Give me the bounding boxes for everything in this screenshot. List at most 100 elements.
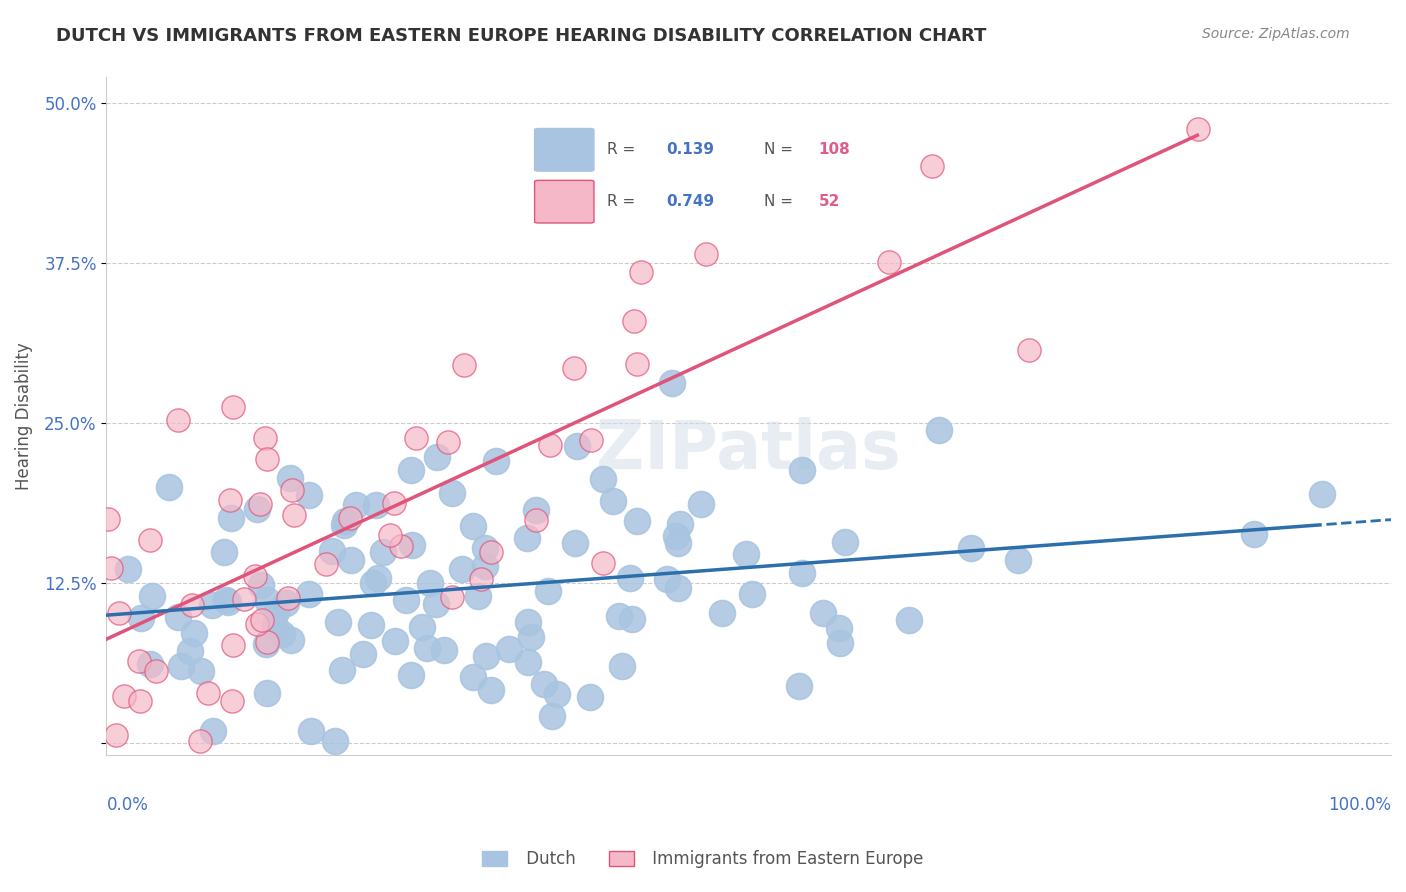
Point xyxy=(792,463,814,477)
Point xyxy=(281,483,304,498)
Point xyxy=(298,587,321,601)
Point xyxy=(395,593,418,607)
Point xyxy=(741,586,763,600)
Y-axis label: Hearing Disability: Hearing Disability xyxy=(15,343,32,491)
Point xyxy=(564,360,586,375)
Point xyxy=(623,314,645,328)
Point xyxy=(592,556,614,570)
Point xyxy=(299,723,322,738)
Point xyxy=(405,431,427,445)
Point xyxy=(689,497,711,511)
Point xyxy=(581,433,603,447)
Point xyxy=(108,606,131,620)
Point xyxy=(128,654,150,668)
Text: DUTCH VS IMMIGRANTS FROM EASTERN EUROPE HEARING DISABILITY CORRELATION CHART: DUTCH VS IMMIGRANTS FROM EASTERN EUROPE … xyxy=(56,27,987,45)
Point xyxy=(283,508,305,523)
Point xyxy=(166,413,188,427)
Point xyxy=(250,614,273,628)
Point xyxy=(898,613,921,627)
Point xyxy=(516,531,538,545)
Point xyxy=(834,535,856,549)
Point xyxy=(323,734,346,748)
Point xyxy=(344,498,367,512)
Point xyxy=(378,528,401,542)
Point xyxy=(339,511,361,525)
Point xyxy=(256,635,278,649)
Point xyxy=(433,642,456,657)
Point xyxy=(246,501,269,516)
Point xyxy=(249,577,271,591)
Point xyxy=(333,515,356,529)
Point xyxy=(97,512,120,526)
Point xyxy=(181,598,204,612)
Point xyxy=(364,498,387,512)
Point xyxy=(1007,552,1029,566)
Point xyxy=(921,159,943,173)
Point xyxy=(592,472,614,486)
Point xyxy=(264,605,287,619)
Point xyxy=(479,682,502,697)
Point xyxy=(666,536,689,550)
Point xyxy=(928,423,950,437)
Text: Source: ZipAtlas.com: Source: ZipAtlas.com xyxy=(1202,27,1350,41)
Point xyxy=(219,511,242,525)
Point xyxy=(450,562,472,576)
Point xyxy=(179,644,201,658)
Point xyxy=(602,494,624,508)
Point xyxy=(382,496,405,510)
Point xyxy=(481,545,503,559)
Point xyxy=(384,633,406,648)
Point xyxy=(360,618,382,632)
Point xyxy=(232,591,254,606)
Point xyxy=(578,690,600,704)
Point xyxy=(441,485,464,500)
Point xyxy=(792,566,814,580)
Point xyxy=(711,606,734,620)
Point xyxy=(141,589,163,603)
Point xyxy=(138,533,160,548)
Point xyxy=(474,541,496,555)
Point xyxy=(401,538,423,552)
Point xyxy=(474,648,496,663)
Point xyxy=(828,621,851,635)
Point xyxy=(813,607,835,621)
Point xyxy=(183,626,205,640)
Point xyxy=(201,598,224,612)
Point xyxy=(389,540,412,554)
Point xyxy=(1187,121,1209,136)
Point xyxy=(157,480,180,494)
Point xyxy=(129,611,152,625)
Point xyxy=(666,581,689,595)
Point xyxy=(516,615,538,629)
Point xyxy=(415,640,437,655)
Point xyxy=(278,471,301,485)
Point xyxy=(411,620,433,634)
Point xyxy=(212,545,235,559)
Point xyxy=(661,376,683,391)
Point xyxy=(524,513,547,527)
Point xyxy=(222,400,245,414)
Point xyxy=(254,637,277,651)
Point xyxy=(167,610,190,624)
Point xyxy=(498,641,520,656)
Point xyxy=(564,536,586,550)
Point xyxy=(695,247,717,261)
Point xyxy=(668,517,690,532)
Point xyxy=(221,694,243,708)
Point xyxy=(243,569,266,583)
Point xyxy=(249,497,271,511)
Point xyxy=(328,615,350,630)
Point xyxy=(256,686,278,700)
Point xyxy=(567,439,589,453)
Point xyxy=(516,655,538,669)
Point xyxy=(352,647,374,661)
Point xyxy=(1243,526,1265,541)
Point xyxy=(787,679,810,693)
Point xyxy=(470,573,492,587)
Point xyxy=(1310,487,1333,501)
Point xyxy=(256,451,278,466)
Point xyxy=(426,450,449,465)
Point xyxy=(626,514,648,528)
Point xyxy=(170,659,193,673)
Point xyxy=(620,612,643,626)
